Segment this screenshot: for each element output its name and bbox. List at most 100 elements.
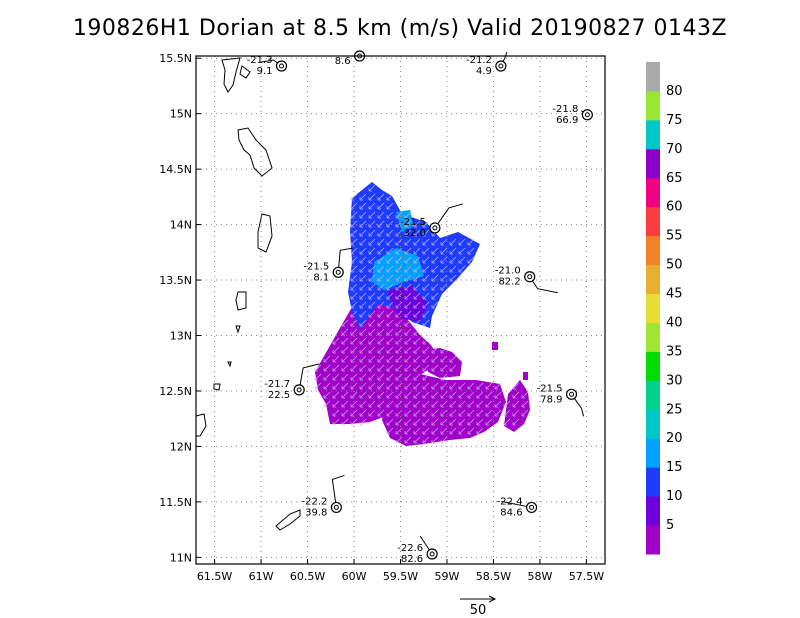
station-marker-outer [275,60,288,72]
x-tick-label: 60W [342,570,367,583]
station-wind: 9.1 [257,66,273,77]
y-tick-label: 12.5N [159,385,192,398]
colorbar-swatch [646,206,660,237]
y-tick-label: 13N [170,330,192,343]
colorbar-label: 25 [666,402,683,417]
colorbar-label: 35 [666,344,683,359]
island-martinique [237,127,273,177]
station-temp: -21.5 [537,383,563,394]
station-11: -22.484.6 [497,496,538,518]
colorbar-label: 50 [666,258,683,273]
wind-barb [571,394,585,417]
field-speck-1 [492,342,498,350]
station-marker-outer [330,501,342,514]
station-marker-inner [279,63,285,69]
station-wind: 82.2 [498,277,520,288]
x-tick-label: 61.5W [197,570,232,583]
colorbar-label: 40 [666,315,683,330]
chart-title: 190826H1 Dorian at 8.5 km (m/s) Valid 20… [72,16,728,41]
station-wind: 8.6 [335,56,351,67]
island-carriacou [227,361,232,368]
station-marker-inner [432,225,438,231]
dropsonde-stations: -21.39.18.6 -21.24.9-21.866.9-21.532.0-21… [247,50,593,565]
y-tick-label: 13.5N [159,274,192,287]
station-marker-inner [569,391,575,397]
colorbar-label: 65 [666,171,683,186]
colorbar-label: 10 [666,489,683,504]
field-purple-east [382,374,506,446]
colorbar-swatch [646,293,660,323]
island-trinidad-north [196,413,207,437]
grid-lines [196,56,605,564]
y-tick-label: 14.5N [159,163,192,176]
colorbar: 5 10 15 20 25 30 35 40 45 50 55 60 65 70 75 80 [646,62,683,555]
station-marker-outer [429,222,441,234]
station-1: -21.39.1 [247,55,288,77]
colorbar-swatch [646,90,660,121]
colorbar-label: 75 [666,113,683,128]
island-grenada [213,383,221,391]
station-8: -21.722.5 [264,363,320,401]
station-temp: -22.4 [497,496,523,507]
station-marker-inner [296,387,302,393]
colorbar-label: 20 [666,431,683,446]
colorbar-label: 30 [666,373,683,388]
colorbar-label: 45 [666,287,683,302]
wind-barb [298,363,320,390]
station-wind: 78.9 [540,394,562,405]
station-marker-outer [332,266,344,278]
colorbar-swatch [646,409,660,439]
station-7: -21.082.2 [495,266,558,294]
station-marker-inner [429,551,435,557]
station-wind: 39.8 [305,507,327,518]
colorbar-label: 70 [666,142,683,157]
reference-vector: 50 [460,595,497,618]
station-marker-outer [495,60,507,72]
colorbar-swatch [646,322,660,352]
station-marker-inner [527,274,533,280]
station-temp: -21.0 [495,266,521,277]
station-temp: -21.2 [466,55,492,66]
colorbar-label: 55 [666,229,683,244]
station-3: -21.24.9 [466,51,508,77]
wind-arrows [314,184,529,444]
station-wind: 22.5 [268,390,290,401]
wind-barb [331,474,345,508]
station-temp: -21.8 [552,104,578,115]
x-tick-label: 58.5W [476,570,511,583]
field-speck-2 [523,372,528,380]
island-bequia [235,325,241,334]
station-4: -21.866.9 [552,104,593,126]
island-st-lucia [257,213,273,253]
y-tick-label: 14N [170,219,192,232]
station-wind: 82.6 [401,554,423,565]
colorbar-swatch [646,235,660,266]
y-tick-label: 15.5N [159,52,192,65]
colorbar-swatch [646,264,660,295]
station-temp: -21.5 [400,217,426,228]
station-wind: 8.1 [313,272,329,283]
colorbar-swatch [646,438,660,468]
x-tick-label: 59W [435,570,460,583]
colorbar-swatch [646,148,660,179]
station-temp: -21.5 [303,261,329,272]
station-marker-outer [524,271,536,283]
station-12: -22.682.6 [397,535,438,565]
wind-speed-field [314,182,530,446]
station-10: -22.239.8 [301,474,345,518]
island-dominica [239,65,251,79]
x-tick-label: 61W [249,570,274,583]
field-cyan-ribbon [372,248,424,290]
colorbar-swatch [646,119,660,150]
station-marker-outer [293,384,305,396]
station-marker-outer [565,388,578,400]
field-purple-far-east [504,380,530,432]
station-marker-inner [333,504,339,510]
field-purple-ne [424,348,462,378]
station-marker-inner [529,504,535,510]
station-marker-inner [335,269,341,275]
station-2: 8.6 [335,50,366,67]
station-marker-outer [525,501,538,514]
island-tobago [275,509,301,531]
